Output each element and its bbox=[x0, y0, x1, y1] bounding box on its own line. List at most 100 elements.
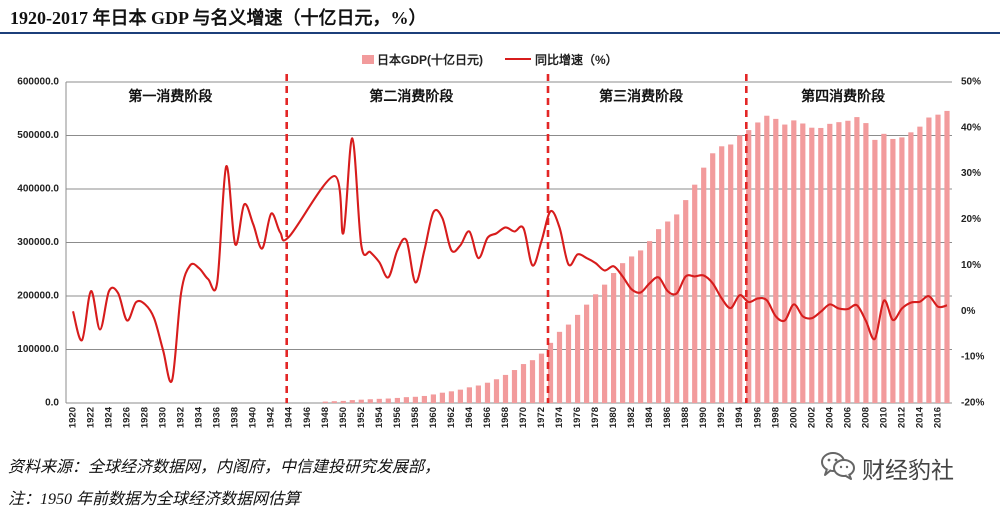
x-tick-label: 1940 bbox=[248, 407, 259, 428]
gdp-bar bbox=[899, 137, 905, 403]
gdp-bar bbox=[412, 396, 418, 403]
growth-point bbox=[450, 249, 453, 252]
title-divider bbox=[0, 32, 1000, 34]
growth-point bbox=[234, 243, 237, 246]
x-tick-label: 1980 bbox=[608, 407, 619, 428]
gdp-bar bbox=[593, 294, 599, 403]
y-right-tick-label: 50% bbox=[961, 77, 981, 88]
growth-point bbox=[333, 175, 336, 178]
x-tick-label: 1922 bbox=[86, 407, 97, 428]
growth-point bbox=[441, 217, 444, 220]
growth-point bbox=[765, 299, 768, 302]
gdp-bar bbox=[917, 126, 923, 403]
legend-line-swatch bbox=[505, 58, 531, 60]
growth-point bbox=[549, 210, 552, 213]
gdp-bar bbox=[926, 117, 932, 404]
gdp-bar bbox=[556, 331, 563, 403]
growth-point bbox=[252, 223, 255, 226]
footnote: 注：1950 年前数据为全球经济数据网估算 bbox=[8, 491, 301, 508]
gdp-bar bbox=[349, 400, 355, 403]
y-left-tick-label: 600000.0 bbox=[17, 77, 59, 88]
x-tick-label: 1930 bbox=[158, 407, 169, 428]
x-tick-label: 1950 bbox=[338, 407, 349, 428]
phase-dividers bbox=[285, 74, 748, 403]
x-tick-label: 1972 bbox=[536, 407, 547, 428]
growth-point bbox=[621, 275, 624, 278]
growth-point bbox=[432, 211, 435, 214]
gdp-bar bbox=[493, 379, 500, 403]
legend-bar-swatch bbox=[362, 54, 374, 64]
gdp-bar bbox=[322, 401, 328, 403]
y-right-tick-label: 0% bbox=[961, 306, 976, 317]
x-tick-label: 2006 bbox=[842, 407, 853, 428]
gdp-bar bbox=[638, 250, 644, 403]
gdp-bar bbox=[683, 200, 689, 403]
growth-point bbox=[558, 226, 561, 229]
growth-point bbox=[783, 319, 786, 322]
chart-legend: 日本GDP(十亿日元) 同比增速（%） bbox=[362, 51, 618, 67]
growth-point bbox=[873, 337, 876, 340]
x-tick-label: 1990 bbox=[698, 407, 709, 428]
watermark: 财经豹社 bbox=[820, 450, 954, 485]
x-tick-label: 1984 bbox=[644, 406, 655, 428]
gdp-bar bbox=[376, 398, 382, 403]
y-left-tick-label: 500000.0 bbox=[17, 130, 59, 141]
x-tick-label: 1962 bbox=[446, 407, 457, 428]
growth-point bbox=[684, 275, 687, 278]
gdp-bar bbox=[448, 391, 454, 403]
growth-point bbox=[162, 349, 165, 352]
gdp-bar bbox=[529, 360, 536, 403]
y-right-tick-label: -10% bbox=[961, 352, 984, 363]
gdp-bar bbox=[511, 370, 518, 403]
gdp-bar bbox=[809, 127, 815, 403]
growth-point bbox=[792, 303, 795, 306]
growth-point bbox=[891, 319, 894, 322]
gdp-bar bbox=[430, 394, 436, 403]
y-left-tick-label: 300000.0 bbox=[17, 237, 59, 248]
growth-point bbox=[279, 231, 282, 234]
growth-point bbox=[243, 203, 246, 206]
growth-point bbox=[747, 301, 750, 304]
x-tick-label: 2012 bbox=[896, 407, 907, 428]
gdp-bar bbox=[908, 132, 914, 403]
x-tick-label: 1932 bbox=[176, 407, 187, 428]
gdp-bar bbox=[466, 387, 472, 403]
gdp-bar bbox=[394, 397, 400, 403]
growth-point bbox=[946, 304, 949, 307]
gdp-bar bbox=[602, 284, 608, 403]
growth-point bbox=[693, 275, 696, 278]
growth-point bbox=[666, 290, 669, 293]
x-tick-label: 1988 bbox=[680, 407, 691, 428]
growth-point bbox=[198, 267, 201, 270]
x-tick-label: 1920 bbox=[68, 407, 79, 428]
phase-label: 第四消费阶段 bbox=[801, 88, 885, 104]
x-tick-label: 1926 bbox=[122, 407, 133, 428]
growth-point bbox=[937, 305, 940, 308]
growth-point bbox=[639, 291, 642, 294]
growth-point bbox=[675, 292, 678, 295]
x-tick-label: 1994 bbox=[734, 406, 745, 428]
y-left-tick-label: 200000.0 bbox=[17, 291, 59, 302]
gdp-bar bbox=[358, 399, 364, 403]
growth-point bbox=[738, 294, 741, 297]
x-tick-label: 1948 bbox=[320, 407, 331, 428]
y-right-axis-labels: -20% -10% 0% 10% 20% 30% 40% 50% bbox=[961, 77, 984, 409]
y-right-tick-label: -20% bbox=[961, 398, 984, 409]
growth-point bbox=[900, 307, 903, 310]
gdp-bar bbox=[656, 229, 662, 403]
growth-point bbox=[810, 317, 813, 320]
gdp-bar bbox=[547, 342, 554, 403]
growth-point bbox=[720, 297, 723, 300]
x-axis-labels: 1920 1922 1924 1926 1928 1930 1932 1934 1936 1938… bbox=[68, 406, 944, 428]
gdp-bar bbox=[791, 120, 797, 403]
gdp-bar bbox=[764, 115, 770, 403]
gdp-bar bbox=[385, 398, 391, 403]
growth-point bbox=[225, 165, 228, 168]
growth-point bbox=[828, 303, 831, 306]
gdp-bar bbox=[836, 122, 842, 403]
growth-point bbox=[711, 282, 714, 285]
x-tick-label: 1954 bbox=[374, 406, 385, 428]
phase-label: 第二消费阶段 bbox=[369, 88, 453, 104]
gdp-bar bbox=[331, 401, 337, 403]
growth-point bbox=[405, 239, 408, 242]
